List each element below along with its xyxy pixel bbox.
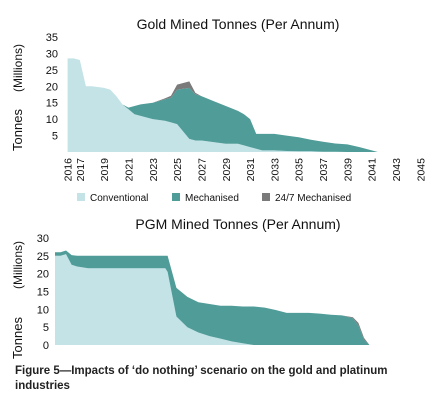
legend-swatch-conventional — [77, 193, 85, 201]
x-tick-label: 2045 — [415, 158, 427, 182]
pgm-chart: PGM Mined Tonnes (Per Annum) Tonnes (Mil… — [10, 216, 370, 359]
x-tick-label: 2017 — [75, 158, 87, 182]
x-tick-label: 2041 — [367, 158, 379, 182]
gold-x-ticks: 2016 2017 2019 2021 2023 2025 2027 2029 2031 2033… — [63, 158, 428, 182]
y-tick-label: 30 — [46, 48, 58, 60]
gold-y-unit: (Millions) — [11, 44, 25, 92]
x-tick-label: 2031 — [245, 158, 257, 182]
y-tick-label: 30 — [37, 233, 49, 245]
x-tick-label: 2016 — [63, 158, 75, 182]
x-tick-label: 2039 — [342, 158, 354, 182]
gold-chart: Gold Mined Tonnes (Per Annum) Tonnes (Mi… — [10, 16, 427, 204]
area-mechanised — [55, 250, 370, 345]
x-tick-label: 2043 — [391, 158, 403, 182]
y-tick-label: 5 — [43, 322, 49, 334]
gold-y-label: Tonnes — [10, 109, 25, 151]
y-tick-label: 25 — [37, 251, 49, 263]
x-tick-label: 2027 — [196, 158, 208, 182]
y-tick-label: 15 — [46, 98, 58, 110]
y-tick-label: 0 — [43, 340, 49, 352]
pgm-y-unit: (Millions) — [11, 241, 25, 289]
x-tick-label: 2025 — [172, 158, 184, 182]
y-tick-label: 10 — [37, 304, 49, 316]
x-tick-label: 2033 — [269, 158, 281, 182]
x-tick-label: 2019 — [99, 158, 111, 182]
pgm-y-label: Tonnes — [10, 317, 25, 359]
y-tick-label: 35 — [46, 32, 58, 44]
x-tick-label: 2037 — [318, 158, 330, 182]
y-tick-label: 15 — [37, 287, 49, 299]
y-tick-label: 20 — [46, 81, 58, 93]
pgm-y-ticks: 0 5 10 15 20 25 30 — [37, 233, 49, 352]
pgm-area-series — [55, 250, 370, 345]
y-tick-label: 25 — [46, 65, 58, 77]
pgm-chart-title: PGM Mined Tonnes (Per Annum) — [135, 216, 340, 232]
y-tick-label: 5 — [52, 131, 58, 143]
area-conventional — [67, 58, 378, 152]
legend-label-conventional: Conventional — [90, 193, 148, 204]
figure-caption: Figure 5—Impacts of ‘do nothing’ scenari… — [15, 365, 388, 392]
legend-swatch-24-7-mechanised — [262, 193, 270, 201]
legend-swatch-mechanised — [172, 193, 180, 201]
y-tick-label: 10 — [46, 114, 58, 126]
y-tick-label: 20 — [37, 269, 49, 281]
x-tick-label: 2029 — [221, 158, 233, 182]
legend-label-24-7-mechanised: 24/7 Mechanised — [275, 193, 351, 204]
area-conventional — [55, 254, 370, 345]
gold-legend: Conventional Mechanised 24/7 Mechanised — [77, 193, 351, 204]
area-mechanised — [67, 58, 378, 152]
legend-label-mechanised: Mechanised — [185, 193, 239, 204]
x-tick-label: 2021 — [123, 158, 135, 182]
x-tick-label: 2023 — [148, 158, 160, 182]
gold-area-series — [67, 58, 378, 152]
gold-y-ticks: 5 10 15 20 25 30 35 — [46, 32, 58, 143]
gold-chart-title: Gold Mined Tonnes (Per Annum) — [137, 16, 340, 32]
x-tick-label: 2035 — [294, 158, 306, 182]
